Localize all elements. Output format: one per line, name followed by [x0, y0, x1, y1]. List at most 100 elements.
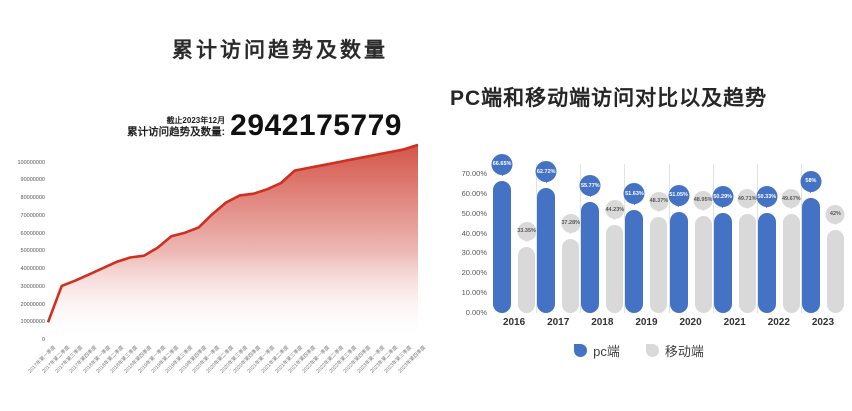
mobile-lollipop-2021: 49.71% [737, 154, 757, 313]
percent-axis-tick: 60.00% [461, 188, 487, 198]
pc-value-balloon-2018[interactable]: 55.77% [579, 175, 601, 197]
area-chart[interactable]: 0 10000000 20000000 30000000 40000000 5000000… [17, 136, 427, 374]
mobile-bar-2023[interactable] [826, 229, 844, 313]
year-label-2023: 2023 [811, 317, 835, 328]
mobile-lollipop-2020: 48.95% [693, 154, 713, 313]
pc-lollipop-2018: 55.77% [579, 154, 601, 313]
group-separator [756, 164, 758, 313]
year-label-2022: 2022 [767, 317, 790, 328]
pc-lollipop-2020: 51.05% [668, 154, 690, 313]
mobile-bar-2019[interactable] [650, 216, 668, 313]
mobile-value-balloon-2016[interactable]: 33.35% [517, 221, 537, 241]
area-fill [48, 144, 418, 340]
group-separator [536, 164, 538, 313]
y-axis-tick: 0 [41, 337, 45, 343]
pc-lollipop-2019: 51.63% [623, 154, 645, 313]
year-group-2018: 55.77% 44.23% [579, 154, 625, 313]
pc-bar-2022[interactable] [757, 213, 776, 313]
group-separator [668, 164, 670, 313]
pc-value-balloon-2021[interactable]: 50.29% [712, 186, 734, 207]
lollipop-chart: 0.00% 10.00% 20.00% 30.00% 40.00% 50.00% 60.00… [462, 153, 845, 317]
y-axis-tick: 60000000 [20, 230, 45, 237]
as-of-label: 截止2023年12月 [166, 116, 226, 125]
pc-value-balloon-2020[interactable]: 51.05% [668, 184, 690, 206]
pc-bar-2021[interactable] [713, 213, 732, 313]
mobile-lollipop-2019: 48.37% [649, 154, 669, 313]
mobile-value-balloon-2023[interactable]: 42% [825, 204, 845, 224]
percent-axis-tick: 70.00% [461, 168, 487, 178]
y-axis-tick: 10000000 [20, 319, 45, 326]
area-series[interactable] [46, 136, 419, 340]
pc-bar-2023[interactable] [801, 197, 820, 313]
y-axis-tick: 100000000 [17, 159, 45, 166]
legend-mobile-label: 移动端 [664, 344, 704, 359]
y-axis-tick: 90000000 [20, 177, 45, 184]
pc-bar-2017[interactable] [537, 188, 556, 313]
mobile-bar-2017[interactable] [562, 238, 580, 313]
mobile-value-balloon-2019[interactable]: 48.37% [649, 191, 669, 211]
mobile-bar-2021[interactable] [738, 214, 756, 313]
year-label-2016: 2016 [502, 317, 526, 328]
mobile-value-balloon-2020[interactable]: 48.95% [693, 190, 713, 210]
pc-lollipop-2016: 66.65% [491, 153, 513, 313]
pc-lollipop-2021: 50.29% [712, 154, 734, 313]
y-axis-tick: 20000000 [20, 301, 45, 308]
pc-bar-2019[interactable] [625, 210, 644, 313]
mobile-value-balloon-2022[interactable]: 49.67% [781, 189, 801, 209]
year-axis: 2016 2017 2018 2019 2020 2021 2022 2023 [492, 317, 845, 328]
mobile-bar-2016[interactable] [518, 246, 536, 313]
legend-item-pc[interactable]: pc端 [574, 341, 620, 360]
group-separator [624, 164, 626, 313]
year-label-2021: 2021 [723, 317, 746, 328]
group-separator [580, 164, 582, 313]
pc-lollipop-2022: 50.33% [756, 154, 778, 313]
pc-mobile-panel: PC端和移动端访问对比以及趋势 0.00% 10.00% 20.00% 30.00% 4… [426, 0, 852, 411]
mobile-bar-2020[interactable] [694, 215, 712, 313]
pc-value-balloon-2022[interactable]: 50.33% [756, 186, 778, 207]
pc-value-balloon-2023[interactable]: 58% [800, 170, 822, 192]
mobile-bar-2022[interactable] [782, 214, 800, 313]
pc-bar-2018[interactable] [581, 202, 600, 313]
year-label-2020: 2020 [679, 317, 702, 328]
percent-axis-tick: 30.00% [461, 248, 487, 258]
pc-lollipop-2017: 62.72% [535, 154, 557, 313]
percent-axis-tick: 10.00% [461, 288, 487, 298]
legend-item-mobile[interactable]: 移动端 [645, 341, 704, 360]
y-axis-tick: 50000000 [20, 248, 45, 255]
percent-axis-tick: 0.00% [465, 308, 487, 317]
year-group-2023: 58% 42% [800, 154, 845, 313]
y-axis-tick: 40000000 [20, 266, 45, 273]
year-group-2022: 50.33% 49.67% [756, 154, 801, 313]
pc-value-balloon-2017[interactable]: 62.72% [535, 161, 557, 183]
year-label-2019: 2019 [635, 317, 658, 328]
annotation-labels: 截止2023年12月 累计访问趋势及数量: [127, 116, 225, 139]
mobile-value-balloon-2017[interactable]: 37.28% [561, 213, 581, 233]
pc-lollipop-2023: 58% [800, 154, 822, 313]
mobile-lollipop-2023: 42% [825, 154, 845, 313]
mobile-bar-2018[interactable] [606, 225, 624, 313]
metric-label: 累计访问趋势及数量: [127, 126, 226, 138]
mobile-value-balloon-2018[interactable]: 44.23% [605, 200, 625, 220]
percent-axis-tick: 40.00% [461, 228, 487, 238]
mobile-value-balloon-2021[interactable]: 49.71% [737, 189, 757, 209]
year-label-2018: 2018 [591, 317, 614, 328]
year-label-2017: 2017 [547, 317, 570, 328]
cumulative-total-annotation: 截止2023年12月 累计访问趋势及数量: 2942175779 [127, 111, 402, 141]
y-axis-tick: 70000000 [20, 212, 45, 219]
pc-value-balloon-2016[interactable]: 66.65% [491, 153, 513, 175]
pc-bar-2016[interactable] [493, 180, 512, 313]
group-separator [712, 164, 714, 313]
year-group-2020: 51.05% 48.95% [668, 154, 713, 313]
pc-bar-2020[interactable] [669, 211, 688, 313]
pc-value-balloon-2019[interactable]: 51.63% [623, 183, 645, 205]
year-group-2019: 51.63% 48.37% [623, 154, 669, 313]
mobile-lollipop-2022: 49.67% [781, 154, 801, 313]
percent-axis-tick: 20.00% [461, 268, 487, 278]
left-chart-title: 累计访问趋势及数量 [172, 39, 388, 62]
mobile-lollipop-2016: 33.35% [517, 154, 537, 313]
group-separator [800, 164, 802, 313]
mobile-lollipop-2018: 44.23% [605, 154, 625, 313]
chart-legend: pc端 移动端 [426, 341, 852, 360]
legend-pc-label: pc端 [593, 344, 620, 359]
